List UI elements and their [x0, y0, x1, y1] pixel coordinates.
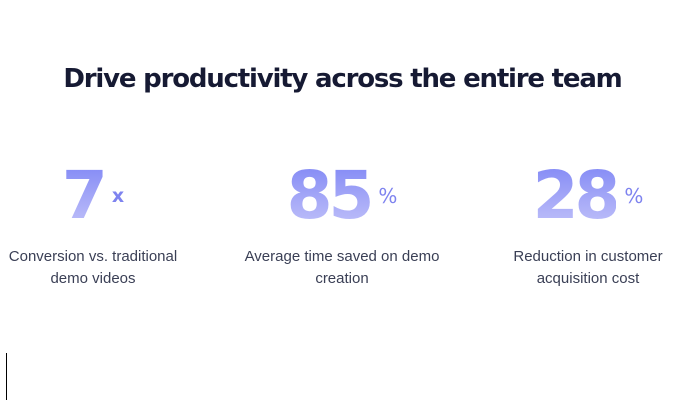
- stat-unit: %: [378, 184, 398, 208]
- stat-cost-reduction: 28 % Reduction in customer acquisition c…: [500, 160, 676, 290]
- stat-number: 7: [61, 157, 108, 234]
- page-title: Drive productivity across the entire tea…: [63, 64, 622, 94]
- stat-value-row: 7 x: [0, 160, 186, 232]
- stat-time-saved: 85 % Average time saved on demo creation: [232, 160, 452, 290]
- stat-caption-line: Conversion vs. traditional: [8, 248, 178, 265]
- stat-caption-line: creation: [315, 270, 369, 287]
- stat-caption-line: Average time saved on demo: [244, 248, 440, 265]
- stat-caption: Reduction in customer acquisition cost: [500, 246, 676, 290]
- stat-number: 85: [286, 157, 375, 234]
- edge-divider: [6, 353, 7, 400]
- stat-unit: x: [111, 185, 125, 207]
- stat-caption-line: demo videos: [50, 270, 136, 287]
- stat-value-row: 85 %: [232, 160, 452, 232]
- stat-value-row: 28 %: [500, 160, 676, 232]
- stat-conversion: 7 x Conversion vs. traditional demo vide…: [0, 160, 186, 290]
- stat-caption-line: Reduction in customer: [513, 248, 663, 265]
- stat-number: 28: [532, 157, 621, 234]
- stat-caption-line: acquisition cost: [536, 270, 640, 287]
- stat-caption: Average time saved on demo creation: [232, 246, 452, 290]
- stat-unit: %: [624, 184, 644, 208]
- stat-caption: Conversion vs. traditional demo videos: [0, 246, 186, 290]
